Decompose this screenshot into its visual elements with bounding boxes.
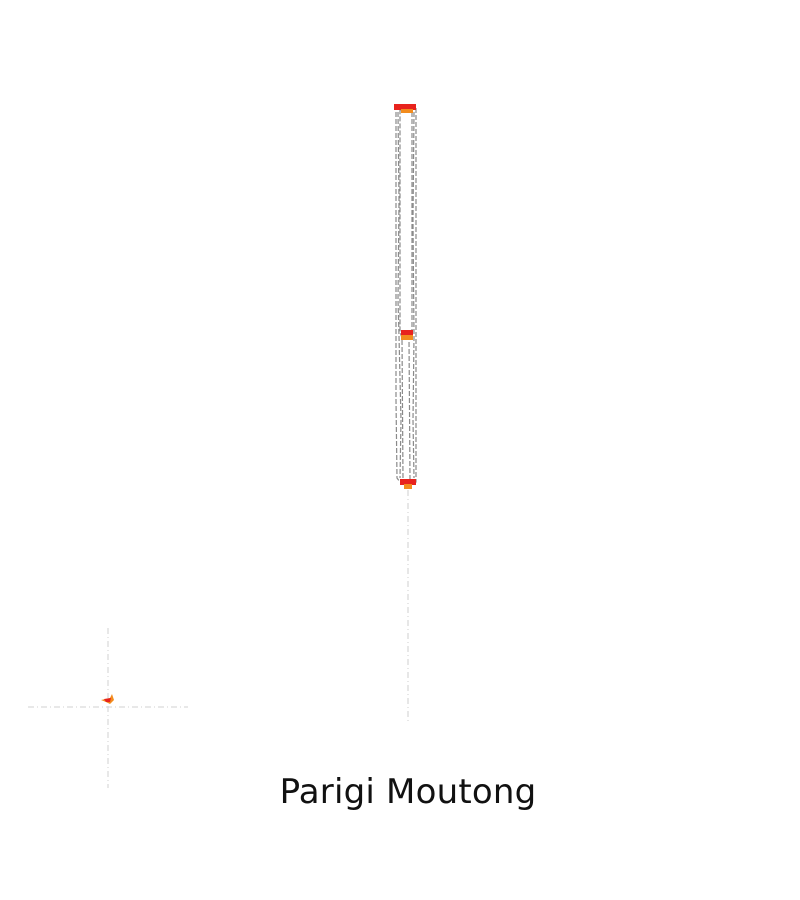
region-name-label: Parigi Moutong — [279, 772, 537, 812]
boundary-coastline — [397, 111, 402, 479]
locator-crosshair-inset — [28, 628, 188, 788]
marker-top-accent — [401, 109, 413, 113]
location-markers — [101, 104, 416, 704]
region-boundary — [395, 106, 417, 483]
boundary-coastline-east — [412, 111, 415, 479]
marker-middle-accent — [401, 335, 413, 340]
marker-top — [394, 104, 416, 110]
inset-location-marker-core — [104, 698, 111, 702]
marker-middle — [401, 330, 413, 335]
marker-bottom-accent — [404, 484, 412, 489]
boundary-outline-inner — [399, 109, 413, 481]
marker-bottom — [400, 479, 416, 485]
